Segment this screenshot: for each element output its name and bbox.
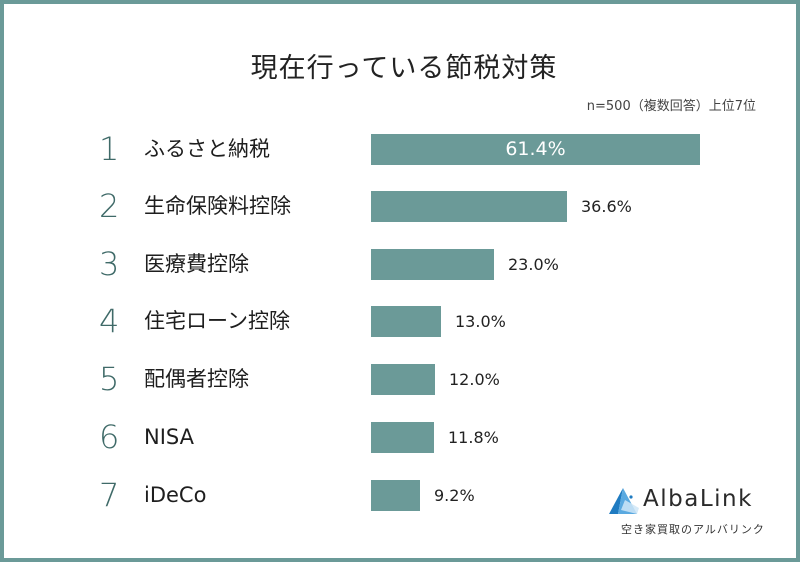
bar-row: 5 配偶者控除 12.0% [4,360,800,398]
rank-number: 2 [99,187,120,225]
value-label: 12.0% [449,370,500,389]
category-label: 配偶者控除 [144,367,249,391]
category-label: iDeCo [144,483,207,507]
chart-title: 現在行っている節税対策 [250,53,558,84]
bar [371,191,567,222]
bar: 61.4% [371,134,700,165]
logo-tagline: 空き家買取のアルバリンク [621,523,765,536]
rank-number: 3 [99,245,120,283]
rank-number: 6 [99,418,120,456]
albalink-logo: AlbaLink 空き家買取のアルバリンク [609,486,779,536]
bar [371,306,441,337]
bar [371,249,494,280]
bar [371,480,420,511]
category-label: ふるさと納税 [144,137,270,161]
value-label: 36.6% [581,197,632,216]
value-label: 23.0% [508,255,559,274]
value-label: 11.8% [448,428,499,447]
bar [371,364,435,395]
bar-row: 2 生命保険料控除 36.6% [4,187,800,225]
value-label: 9.2% [434,486,475,505]
bar-row: 3 医療費控除 23.0% [4,245,800,283]
bar-row: 1 ふるさと納税 61.4% [4,130,800,168]
sample-note: n=500（複数回答）上位7位 [586,99,756,114]
logo-name: AlbaLink [643,486,753,512]
category-label: NISA [144,425,194,449]
rank-number: 1 [99,130,120,168]
bar-row: 6 NISA 11.8% [4,418,800,456]
rank-number: 4 [99,302,120,340]
category-label: 生命保険料控除 [144,194,291,218]
value-label: 61.4% [505,138,566,160]
value-label: 13.0% [455,312,506,331]
bar [371,422,434,453]
bar-row: 4 住宅ローン控除 13.0% [4,302,800,340]
category-label: 住宅ローン控除 [144,309,290,333]
category-label: 医療費控除 [144,252,249,276]
rank-number: 7 [99,476,120,514]
albalink-logo-icon [609,488,639,514]
bar-row: 7 iDeCo 9.2% [4,476,800,514]
rank-number: 5 [99,360,120,398]
